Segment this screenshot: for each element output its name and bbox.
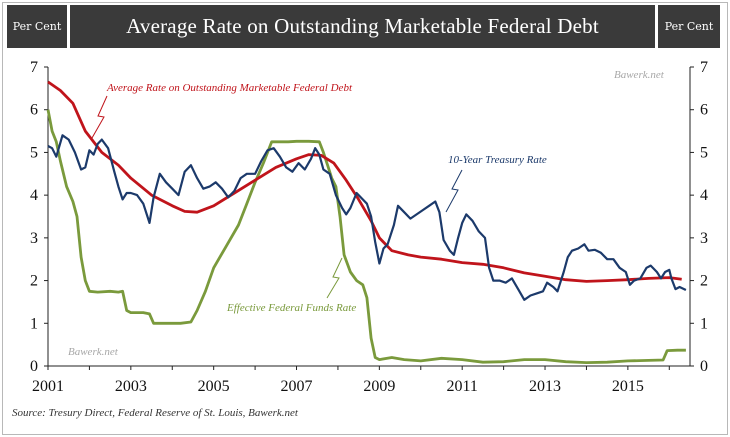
series-line-debt (47, 80, 682, 283)
y-tick-label-left: 6 (30, 102, 38, 119)
y-tick-label-right: 7 (700, 59, 708, 76)
left-unit-label: Per Cent (7, 5, 67, 48)
callout-fedfunds (326, 257, 343, 299)
series-line-treasury (47, 134, 687, 301)
y-tick-label-right: 2 (700, 273, 708, 290)
watermark-bottom: Bawerk.net (68, 346, 119, 358)
y-tick-label-left: 5 (30, 144, 38, 161)
y-tick-label-right: 3 (700, 230, 708, 247)
y-tick-label-right: 0 (700, 358, 708, 375)
x-tick-label: 2005 (198, 378, 230, 395)
annotation-debt: Average Rate on Outstanding Marketable F… (106, 82, 353, 94)
y-tick-label-left: 0 (30, 358, 38, 375)
y-tick-label-left: 7 (30, 59, 38, 76)
x-tick-label: 2013 (529, 378, 561, 395)
annotation-fedfunds: Effective Federal Funds Rate (226, 302, 356, 314)
series-lines (46, 80, 687, 364)
x-tick-label: 2003 (115, 378, 147, 395)
right-unit-label: Per Cent (658, 5, 720, 48)
y-tick-label-right: 4 (700, 187, 708, 204)
tick-labels: 0 0 1 1 2 2 3 3 4 4 5 5 6 6 7 7 2001 2003 2005 2007 2009 2011… (30, 59, 708, 395)
axes (44, 66, 694, 370)
x-tick-label: 2007 (281, 378, 313, 395)
annotation-treasury: 10-Year Treasury Rate (448, 154, 547, 166)
y-tick-label-left: 4 (30, 187, 38, 204)
series-line-fedfunds (46, 109, 686, 364)
x-tick-label: 2001 (32, 378, 64, 395)
y-tick-label-right: 1 (700, 315, 708, 332)
x-tick-label: 2015 (612, 378, 644, 395)
y-tick-label-right: 5 (700, 144, 708, 161)
callout-debt (91, 95, 108, 139)
y-tick-label-right: 6 (700, 102, 708, 119)
y-tick-label-left: 3 (30, 230, 38, 247)
x-tick-label: 2011 (446, 378, 477, 395)
chart-title: Average Rate on Outstanding Marketable F… (70, 5, 655, 48)
callout-treasury (445, 169, 463, 213)
source-note: Source: Tresury Direct, Federal Reserve … (12, 407, 299, 419)
y-tick-label-left: 2 (30, 273, 38, 290)
x-tick-label: 2009 (363, 378, 395, 395)
y-tick-label-left: 1 (30, 315, 38, 332)
annotation-callouts (91, 95, 463, 299)
watermark-top: Bawerk.net (614, 69, 665, 81)
